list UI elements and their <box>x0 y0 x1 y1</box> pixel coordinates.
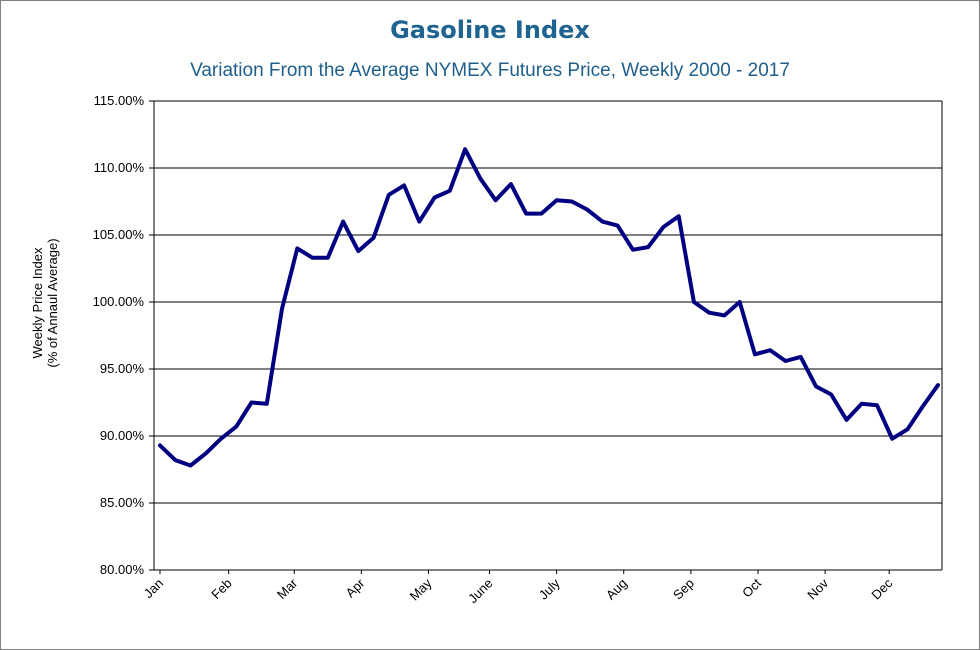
y-tick-label: 80.00% <box>100 562 145 577</box>
gridlines <box>154 100 942 571</box>
axes <box>153 101 943 571</box>
y-axis-ticks: 80.00% 85.00% 90.00% 95.00% 100.00% 105.00% 11… <box>93 93 154 577</box>
x-tick-label: Sep <box>670 576 697 603</box>
x-tick-label: Aug <box>603 576 630 603</box>
y-tick-label: 95.00% <box>100 361 145 376</box>
x-tick-label: Apr <box>343 575 368 600</box>
y-tick-label: 90.00% <box>100 428 145 443</box>
x-tick-label: May <box>407 575 435 603</box>
x-tick-label: July <box>536 575 563 602</box>
y-axis-label-line1: Weekly Price Index <box>30 247 45 359</box>
y-tick-label: 110.00% <box>94 160 145 175</box>
y-tick-label: 85.00% <box>100 495 145 510</box>
x-tick-label: Dec <box>868 575 895 602</box>
x-tick-label: Mar <box>274 575 301 602</box>
y-axis-label-line2: (% of Annaul Average) <box>45 238 60 367</box>
y-tick-label: 100.00% <box>93 294 145 309</box>
series-line <box>158 147 940 468</box>
x-tick-label: Oct <box>739 575 764 600</box>
y-tick-label: 115.00% <box>94 93 145 108</box>
x-tick-label: Feb <box>208 576 234 602</box>
x-axis-ticks: Jan Feb Mar Apr May June July Aug Sep Oct Nov Dec <box>141 570 896 606</box>
chart-subtitle: Variation From the Average NYMEX Futures… <box>190 60 790 81</box>
series-group <box>158 147 940 468</box>
x-tick-label: Nov <box>804 575 831 602</box>
chart-title: Gasoline Index <box>390 16 590 44</box>
y-tick-label: 105.00% <box>93 227 145 242</box>
x-tick-label: Jan <box>141 576 166 601</box>
x-tick-label: June <box>465 576 496 607</box>
